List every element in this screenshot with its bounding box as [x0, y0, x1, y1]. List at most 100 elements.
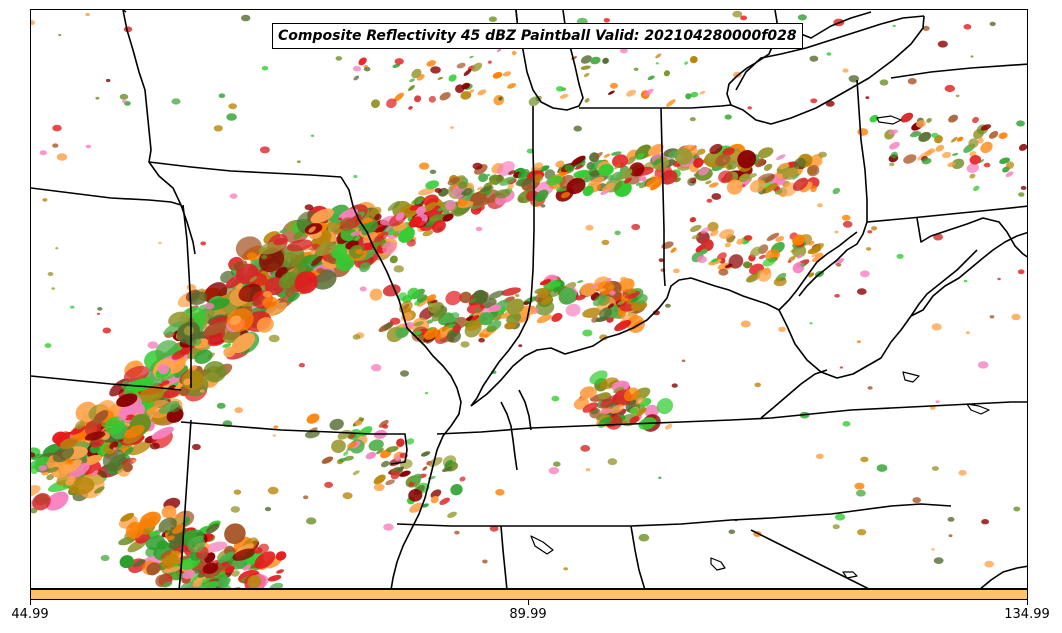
reflectivity-cell [599, 288, 606, 292]
reflectivity-cell [589, 170, 601, 177]
reflectivity-cell [607, 458, 618, 466]
reflectivity-cell [132, 559, 146, 568]
reflectivity-cell [595, 412, 606, 421]
reflectivity-cell [437, 206, 446, 212]
reflectivity-cell [439, 497, 450, 505]
reflectivity-cell [551, 312, 563, 322]
reflectivity-cell [815, 453, 824, 459]
reflectivity-cell [373, 474, 386, 485]
colorbar [30, 589, 1028, 600]
reflectivity-cell [95, 96, 100, 100]
reflectivity-cell [160, 380, 170, 386]
reflectivity-cell [247, 574, 262, 588]
reflectivity-cell [809, 322, 813, 325]
reflectivity-cell [353, 65, 361, 72]
reflectivity-cell [119, 555, 134, 569]
reflectivity-cell [90, 439, 104, 448]
reflectivity-cell [978, 159, 985, 164]
reflectivity-cell [59, 437, 79, 450]
small-lake-5 [842, 571, 858, 579]
reflectivity-cell [700, 227, 710, 234]
reflectivity-cell [1020, 185, 1027, 190]
reflectivity-cell [168, 311, 190, 328]
reflectivity-cell [414, 330, 422, 336]
reflectivity-cell [94, 486, 105, 494]
reflectivity-cell [394, 92, 404, 102]
tennessee-mississippi-border [396, 523, 631, 527]
reflectivity-cell [626, 156, 637, 165]
reflectivity-cell [381, 460, 390, 468]
reflectivity-cell [963, 279, 968, 283]
reflectivity-cell [647, 75, 655, 81]
reflectivity-cell [188, 291, 208, 305]
reflectivity-cell [409, 78, 415, 83]
reflectivity-cell [390, 470, 400, 480]
reflectivity-cell [268, 334, 280, 343]
reflectivity-cell [935, 400, 940, 404]
reflectivity-cell [517, 169, 530, 179]
reflectivity-cell [225, 566, 235, 574]
reflectivity-cell [407, 287, 419, 299]
reflectivity-cell [590, 284, 598, 289]
reflectivity-cell [383, 321, 393, 330]
reflectivity-cell [810, 98, 818, 104]
reflectivity-cell [387, 200, 401, 211]
reflectivity-cell [339, 217, 356, 232]
reflectivity-cell [818, 151, 827, 158]
reflectivity-cell [429, 169, 437, 174]
atlantic-coast [980, 565, 1027, 588]
reflectivity-cell [158, 241, 162, 245]
reflectivity-cell [763, 163, 773, 171]
reflectivity-cell [447, 177, 460, 186]
reflectivity-cell [422, 466, 428, 471]
reflectivity-cell [900, 112, 914, 123]
reflectivity-cell [793, 157, 806, 170]
reflectivity-cell [373, 483, 385, 492]
reflectivity-cell [194, 349, 213, 364]
reflectivity-cell [800, 262, 806, 267]
reflectivity-cell [629, 407, 639, 415]
reflectivity-cell [691, 234, 700, 240]
reflectivity-cell [598, 164, 614, 177]
reflectivity-cell [931, 132, 939, 138]
reflectivity-cell [757, 269, 772, 282]
reflectivity-cell [254, 551, 276, 569]
reflectivity-cell [969, 173, 976, 179]
reflectivity-cell [363, 66, 371, 72]
reflectivity-cell [779, 192, 787, 198]
reflectivity-cell [506, 312, 522, 324]
reflectivity-cell [711, 258, 719, 263]
reflectivity-cell [638, 533, 650, 542]
reflectivity-cell [38, 465, 47, 471]
state-boundaries [31, 10, 1027, 588]
reflectivity-cell [400, 370, 409, 377]
reflectivity-cell [624, 177, 632, 184]
reflectivity-cell [585, 224, 594, 231]
reflectivity-cell [977, 361, 989, 369]
reflectivity-cell [842, 421, 851, 427]
reflectivity-cell [394, 58, 404, 65]
reflectivity-cell [31, 453, 43, 461]
reflectivity-cell [574, 164, 584, 170]
reflectivity-cell [52, 446, 75, 463]
reflectivity-cell [396, 438, 405, 447]
reflectivity-cell [997, 277, 1001, 281]
reflectivity-cell [382, 241, 397, 255]
reflectivity-cell [737, 150, 757, 169]
reflectivity-cell [890, 151, 898, 159]
reflectivity-cell [228, 103, 237, 110]
reflectivity-cell [166, 527, 172, 531]
kentucky-virginia-border [760, 369, 828, 419]
reflectivity-cell [747, 106, 752, 110]
reflectivity-cell [311, 255, 323, 267]
reflectivity-cell [393, 232, 400, 237]
reflectivity-cell [559, 93, 569, 99]
reflectivity-cell [96, 312, 101, 315]
reflectivity-cell [393, 265, 404, 273]
reflectivity-cell [614, 230, 621, 236]
lake-michigan-shoreline [515, 10, 584, 111]
reflectivity-cell [879, 79, 889, 86]
reflectivity-cell [582, 307, 602, 318]
reflectivity-cell [926, 117, 932, 123]
reflectivity-cell [611, 151, 622, 156]
